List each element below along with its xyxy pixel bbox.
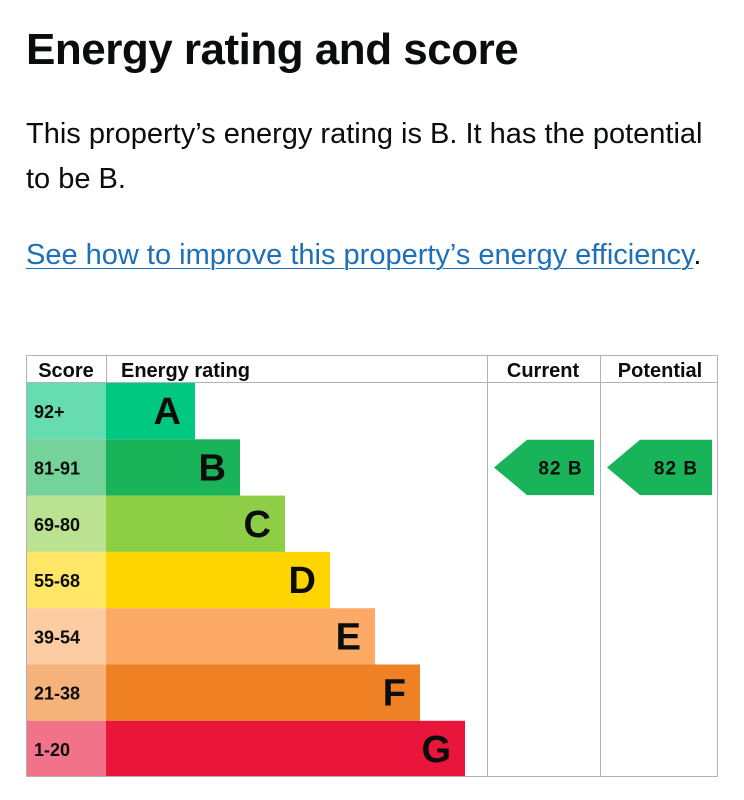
potential-rating-score-label: 82 B bbox=[654, 458, 698, 479]
table-grid bbox=[26, 355, 718, 777]
score-range-d: 55-68 bbox=[34, 571, 80, 591]
current-rating-arrow bbox=[494, 439, 594, 496]
score-range-c: 69-80 bbox=[34, 515, 80, 535]
band-letter-b: B bbox=[199, 447, 226, 489]
score-range-a: 92+ bbox=[34, 402, 65, 422]
improve-paragraph: See how to improve this property’s energ… bbox=[26, 233, 716, 278]
band-bar-c bbox=[106, 495, 285, 552]
rating-summary: This property’s energy rating is B. It h… bbox=[26, 118, 703, 195]
potential-rating-arrow bbox=[607, 439, 712, 496]
band-letter-c: C bbox=[244, 504, 271, 546]
score-cell-a bbox=[26, 383, 106, 440]
improve-efficiency-link[interactable]: See how to improve this property’s energ… bbox=[26, 239, 694, 271]
energy-rating-chart: Score Energy rating Current Potential 92… bbox=[26, 355, 718, 777]
score-column-header: Score bbox=[38, 360, 94, 382]
energy-rating-column-header: Energy rating bbox=[121, 360, 250, 382]
score-cell-d bbox=[26, 551, 106, 609]
band-bar-f bbox=[106, 664, 420, 721]
rating-bands: 92+ A 81-91 B 69-80 C 55-68 D 39-54 E 21-38 F 1-20 G bbox=[26, 383, 465, 777]
band-letter-d: D bbox=[289, 560, 316, 602]
band-bar-d bbox=[106, 551, 330, 609]
current-column-header: Current bbox=[507, 360, 580, 382]
band-letter-e: E bbox=[336, 616, 361, 658]
band-bar-e bbox=[106, 608, 375, 665]
current-rating-score-label: 82 B bbox=[538, 458, 582, 479]
score-range-e: 39-54 bbox=[34, 627, 80, 647]
band-bar-a bbox=[106, 383, 195, 440]
rating-arrows: 82 B 82 B bbox=[494, 439, 712, 496]
score-cell-b bbox=[26, 439, 106, 496]
band-letter-f: F bbox=[383, 673, 406, 715]
band-letter-g: G bbox=[421, 729, 451, 771]
improve-link-suffix: . bbox=[693, 239, 702, 271]
score-cell-e bbox=[26, 608, 106, 665]
score-range-b: 81-91 bbox=[34, 458, 80, 478]
score-cell-f bbox=[26, 664, 106, 721]
score-range-f: 21-38 bbox=[34, 684, 80, 704]
band-letter-a: A bbox=[154, 391, 181, 433]
score-cell-g bbox=[26, 720, 106, 777]
score-cell-c bbox=[26, 495, 106, 552]
band-bar-b bbox=[106, 439, 240, 496]
potential-column-header: Potential bbox=[618, 360, 702, 382]
band-bar-g bbox=[106, 720, 465, 777]
page-title: Energy rating and score bbox=[26, 25, 519, 74]
score-range-g: 1-20 bbox=[34, 740, 70, 760]
